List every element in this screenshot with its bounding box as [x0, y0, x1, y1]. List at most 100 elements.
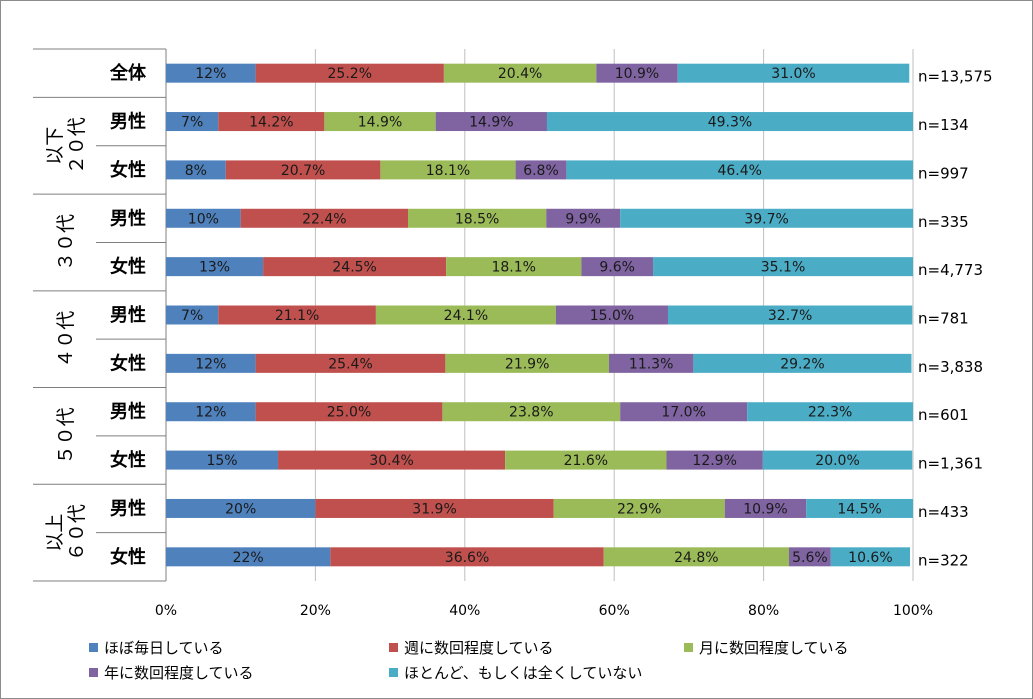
bar-segment: [166, 498, 316, 518]
data-label: 14.9%: [358, 115, 402, 131]
bar-segment: [218, 305, 376, 325]
data-label: 31.9%: [412, 501, 456, 517]
data-label: 12%: [195, 405, 226, 421]
data-label: 9.6%: [599, 260, 635, 276]
data-label: 25.4%: [328, 356, 372, 372]
bar-segment: [408, 208, 547, 228]
data-label: 6.8%: [523, 163, 559, 179]
legend-swatch: [89, 668, 98, 677]
row-label: 男性: [110, 401, 146, 423]
row-label: 男性: [110, 111, 146, 133]
bar-segment: [566, 160, 913, 180]
data-label: 35.1%: [761, 260, 805, 276]
data-label: 20%: [225, 501, 256, 517]
row-label: 男性: [110, 304, 146, 326]
data-label: 18.1%: [491, 260, 535, 276]
bar-segment: [218, 112, 325, 132]
row-label: 女性: [110, 256, 146, 278]
legend-swatch: [389, 643, 398, 652]
bar-segment: [596, 63, 678, 83]
data-label: 10.6%: [848, 550, 892, 566]
n-label: n=997: [918, 164, 969, 182]
legend-label: 週に数回程度している: [404, 639, 554, 657]
legend-item: 年に数回程度している: [89, 662, 254, 683]
bar-segment: [446, 257, 582, 277]
data-label: 21.1%: [275, 308, 319, 324]
data-label: 24.5%: [332, 260, 376, 276]
bar-segment: [166, 305, 219, 325]
data-label: 24.1%: [444, 308, 488, 324]
bar-segment: [166, 63, 256, 83]
legend-swatch: [89, 643, 98, 652]
bar-segment: [166, 450, 279, 470]
bar-segment: [505, 450, 667, 470]
bar-segment: [166, 160, 226, 180]
bar-segment: [330, 547, 604, 567]
row-label: 女性: [110, 449, 146, 471]
n-label: n=13,575: [918, 68, 993, 86]
data-label: 25.0%: [327, 405, 371, 421]
data-label: 49.3%: [708, 115, 752, 131]
data-label: 5.6%: [792, 550, 828, 566]
x-tick-label: 40%: [449, 603, 480, 619]
legend-label: 月に数回程度している: [699, 639, 849, 657]
group-label: ５０代: [55, 407, 77, 464]
data-label: 14.5%: [837, 501, 881, 517]
group-label: ６０代: [66, 504, 88, 561]
data-label: 15%: [206, 453, 237, 469]
bar-segment: [278, 450, 506, 470]
data-label: 21.9%: [505, 356, 549, 372]
data-label: 18.1%: [426, 163, 470, 179]
bar-segment: [747, 402, 913, 422]
bar-segment: [315, 498, 554, 518]
row-label: 女性: [110, 546, 146, 568]
data-label: 20.4%: [498, 66, 542, 82]
bar-segment: [546, 208, 621, 228]
data-label: 25.2%: [328, 66, 372, 82]
row-label: 男性: [110, 207, 146, 229]
bar-segment: [555, 305, 668, 325]
legend-label: ほぼ毎日している: [104, 639, 224, 657]
bar-segment: [166, 547, 331, 567]
bar-segment: [445, 353, 609, 373]
x-tick-label: 20%: [300, 603, 331, 619]
data-label: 29.2%: [780, 356, 824, 372]
data-label: 23.8%: [509, 405, 553, 421]
legend: ほぼ毎日している 週に数回程度している 月に数回程度している年に数回程度している ほと…: [89, 637, 989, 687]
n-label: n=322: [918, 551, 969, 569]
n-label: n=3,838: [918, 358, 983, 376]
bar-segment: [255, 353, 446, 373]
bar-segment: [677, 63, 910, 83]
bar-segment: [255, 402, 443, 422]
bar-segment: [263, 257, 447, 277]
bar-segment: [225, 160, 381, 180]
data-label: 46.4%: [717, 163, 761, 179]
legend-swatch: [389, 668, 398, 677]
data-label: 9.9%: [565, 211, 601, 227]
x-tick-label: 0%: [155, 603, 177, 619]
bar-segment: [667, 305, 913, 325]
data-label: 8%: [185, 163, 207, 179]
data-label: 20.7%: [281, 163, 325, 179]
data-label: 36.6%: [445, 550, 489, 566]
data-label: 20.0%: [815, 453, 859, 469]
legend-label: ほとんど、もしくは全くしていない: [404, 664, 643, 682]
data-label: 13%: [199, 260, 230, 276]
bar-segment: [166, 257, 264, 277]
data-label: 12.9%: [692, 453, 736, 469]
data-label: 22.4%: [302, 211, 346, 227]
legend-swatch: [684, 643, 693, 652]
bar-segment: [693, 353, 912, 373]
bar-segment: [830, 547, 911, 567]
bar-segment: [166, 208, 241, 228]
legend-item: 月に数回程度している: [684, 637, 849, 658]
bar-segment: [620, 208, 913, 228]
legend-label: 年に数回程度している: [104, 664, 254, 682]
data-label: 22.3%: [808, 405, 852, 421]
n-label: n=433: [918, 503, 969, 521]
bar-segment: [666, 450, 763, 470]
data-label: 31.0%: [771, 66, 815, 82]
n-label: n=134: [918, 116, 969, 134]
